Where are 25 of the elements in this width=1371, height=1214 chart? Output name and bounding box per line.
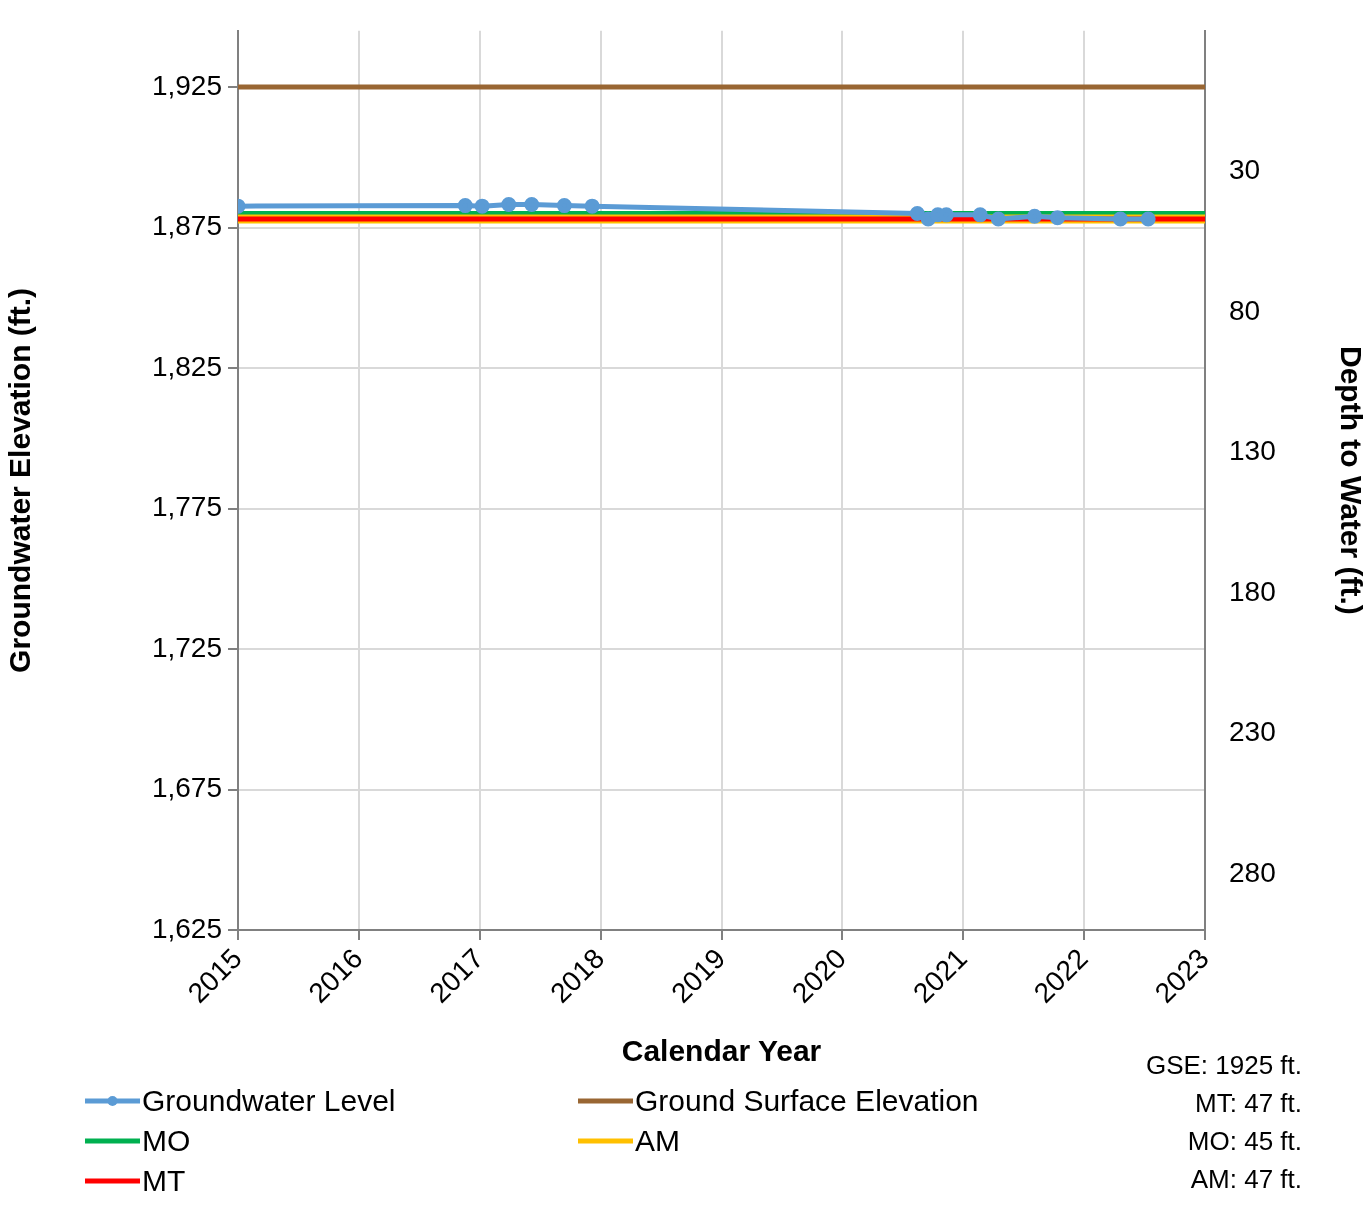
y-tick-label: 1,675	[151, 772, 222, 804]
legend-label: AM	[635, 1124, 680, 1158]
y2-tick-label: 180	[1229, 575, 1276, 607]
text: GSE: 1925 ft.	[1145, 1049, 1302, 1082]
y-tick-label: 1,775	[151, 491, 222, 523]
y2-tick-label: 80	[1229, 294, 1261, 326]
text: MO: 45 ft.	[1186, 1125, 1302, 1158]
y2-tick-label: 230	[1229, 716, 1276, 748]
y-tick-label: 1,925	[151, 69, 222, 101]
legend-label: Ground Surface Elevation	[635, 1084, 979, 1118]
text: AM: 47 ft.	[1189, 1163, 1302, 1196]
y-tick-label: 1,825	[151, 350, 222, 382]
y-tick-label: 1,725	[151, 631, 222, 663]
legend-label: MO	[142, 1124, 191, 1158]
legend-label: Groundwater Level	[142, 1084, 396, 1118]
y-tick-label: 1,875	[151, 210, 222, 242]
y-axis-title: Groundwater Elevation (ft.)	[3, 287, 37, 673]
y-tick-label: 1,625	[151, 912, 222, 944]
y2-tick-label: 280	[1229, 856, 1276, 888]
legend-label: MT	[142, 1164, 186, 1198]
x-axis-title: Calendar Year	[621, 1034, 822, 1068]
text: MT: 47 ft.	[1194, 1087, 1302, 1120]
y2-tick-label: 30	[1229, 154, 1261, 186]
y2-axis-title: Depth to Water (ft.)	[1334, 345, 1368, 615]
y2-tick-label: 130	[1229, 435, 1276, 467]
